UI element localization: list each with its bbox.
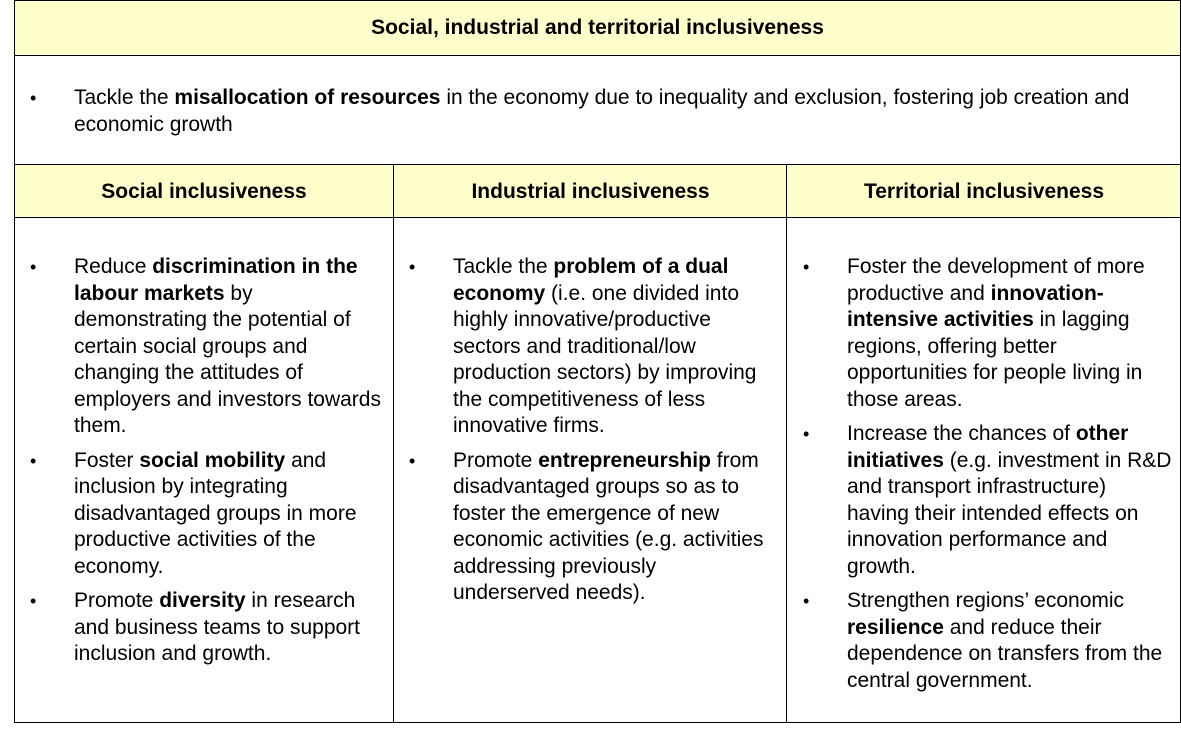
emphasis-text: diversity [159, 589, 246, 612]
border-bottom [14, 722, 1181, 723]
column-body-industrial: • Tackle the problem of a dual economy (i… [394, 218, 787, 723]
border-overview-bottom [14, 164, 1181, 165]
emphasis-text: resilience [847, 615, 944, 639]
divider-col-2 [786, 164, 787, 723]
overview-list: • Tackle the misallocation of resources i… [30, 85, 1154, 138]
bullet-icon: • [30, 450, 37, 471]
bullet-icon: • [409, 450, 416, 471]
divider-col-1 [393, 164, 394, 723]
border-title-bottom [14, 55, 1181, 56]
list-item: • Strengthen regions’ economic resilience… [803, 589, 1163, 692]
column-header-social: Social inclusiveness [14, 165, 394, 218]
territorial-items-list: • Foster the development of more producti… [803, 254, 1173, 694]
list-item: • Tackle the problem of a dual economy (i… [409, 255, 757, 437]
emphasis-text: other initiatives [847, 422, 1129, 472]
emphasis-text: innovation-intensive activities [847, 281, 1104, 332]
column-body-territorial: • Foster the development of more producti… [787, 218, 1181, 723]
column-header-territorial: Territorial inclusiveness [787, 165, 1181, 218]
table-title: Social, industrial and territorial inclu… [14, 0, 1181, 56]
column-header-industrial: Industrial inclusiveness [394, 165, 787, 218]
list-item: • Foster social mobility and inclusion by… [30, 448, 357, 578]
bullet-icon: • [409, 257, 416, 277]
emphasis-text: social mobility [139, 448, 286, 472]
bullet-icon: • [803, 257, 810, 277]
column-body-social: • Reduce discrimination in the labour mar… [14, 218, 394, 723]
emphasis-text: misallocation of resources [174, 86, 441, 109]
border-top [14, 0, 1181, 1]
list-item: • Tackle the misallocation of resources i… [30, 86, 1130, 136]
inclusiveness-table: Social, industrial and territorial inclu… [14, 0, 1181, 723]
list-item: • Promote entrepreneurship from disadvant… [409, 448, 764, 605]
bullet-icon: • [30, 257, 37, 277]
overview-cell: • Tackle the misallocation of resources i… [14, 56, 1181, 165]
emphasis-text: discrimination in the labour markets [74, 255, 358, 305]
bullet-icon: • [30, 88, 37, 108]
emphasis-text: entrepreneurship [538, 448, 711, 472]
border-headers-bottom [14, 217, 1181, 218]
bullet-icon: • [803, 424, 810, 444]
list-item: • Promote diversity in research and busin… [30, 589, 361, 665]
list-item: • Reduce discrimination in the labour mar… [30, 255, 381, 437]
emphasis-text: problem of a dual economy [453, 255, 729, 305]
social-items-list: • Reduce discrimination in the labour mar… [30, 254, 388, 668]
bullet-icon: • [803, 591, 810, 611]
list-item: • Foster the development of more producti… [803, 255, 1145, 411]
industrial-items-list: • Tackle the problem of a dual economy (i… [409, 254, 775, 607]
bullet-icon: • [30, 591, 37, 611]
border-left [14, 0, 15, 723]
list-item: • Increase the chances of other initiativ… [803, 422, 1172, 578]
